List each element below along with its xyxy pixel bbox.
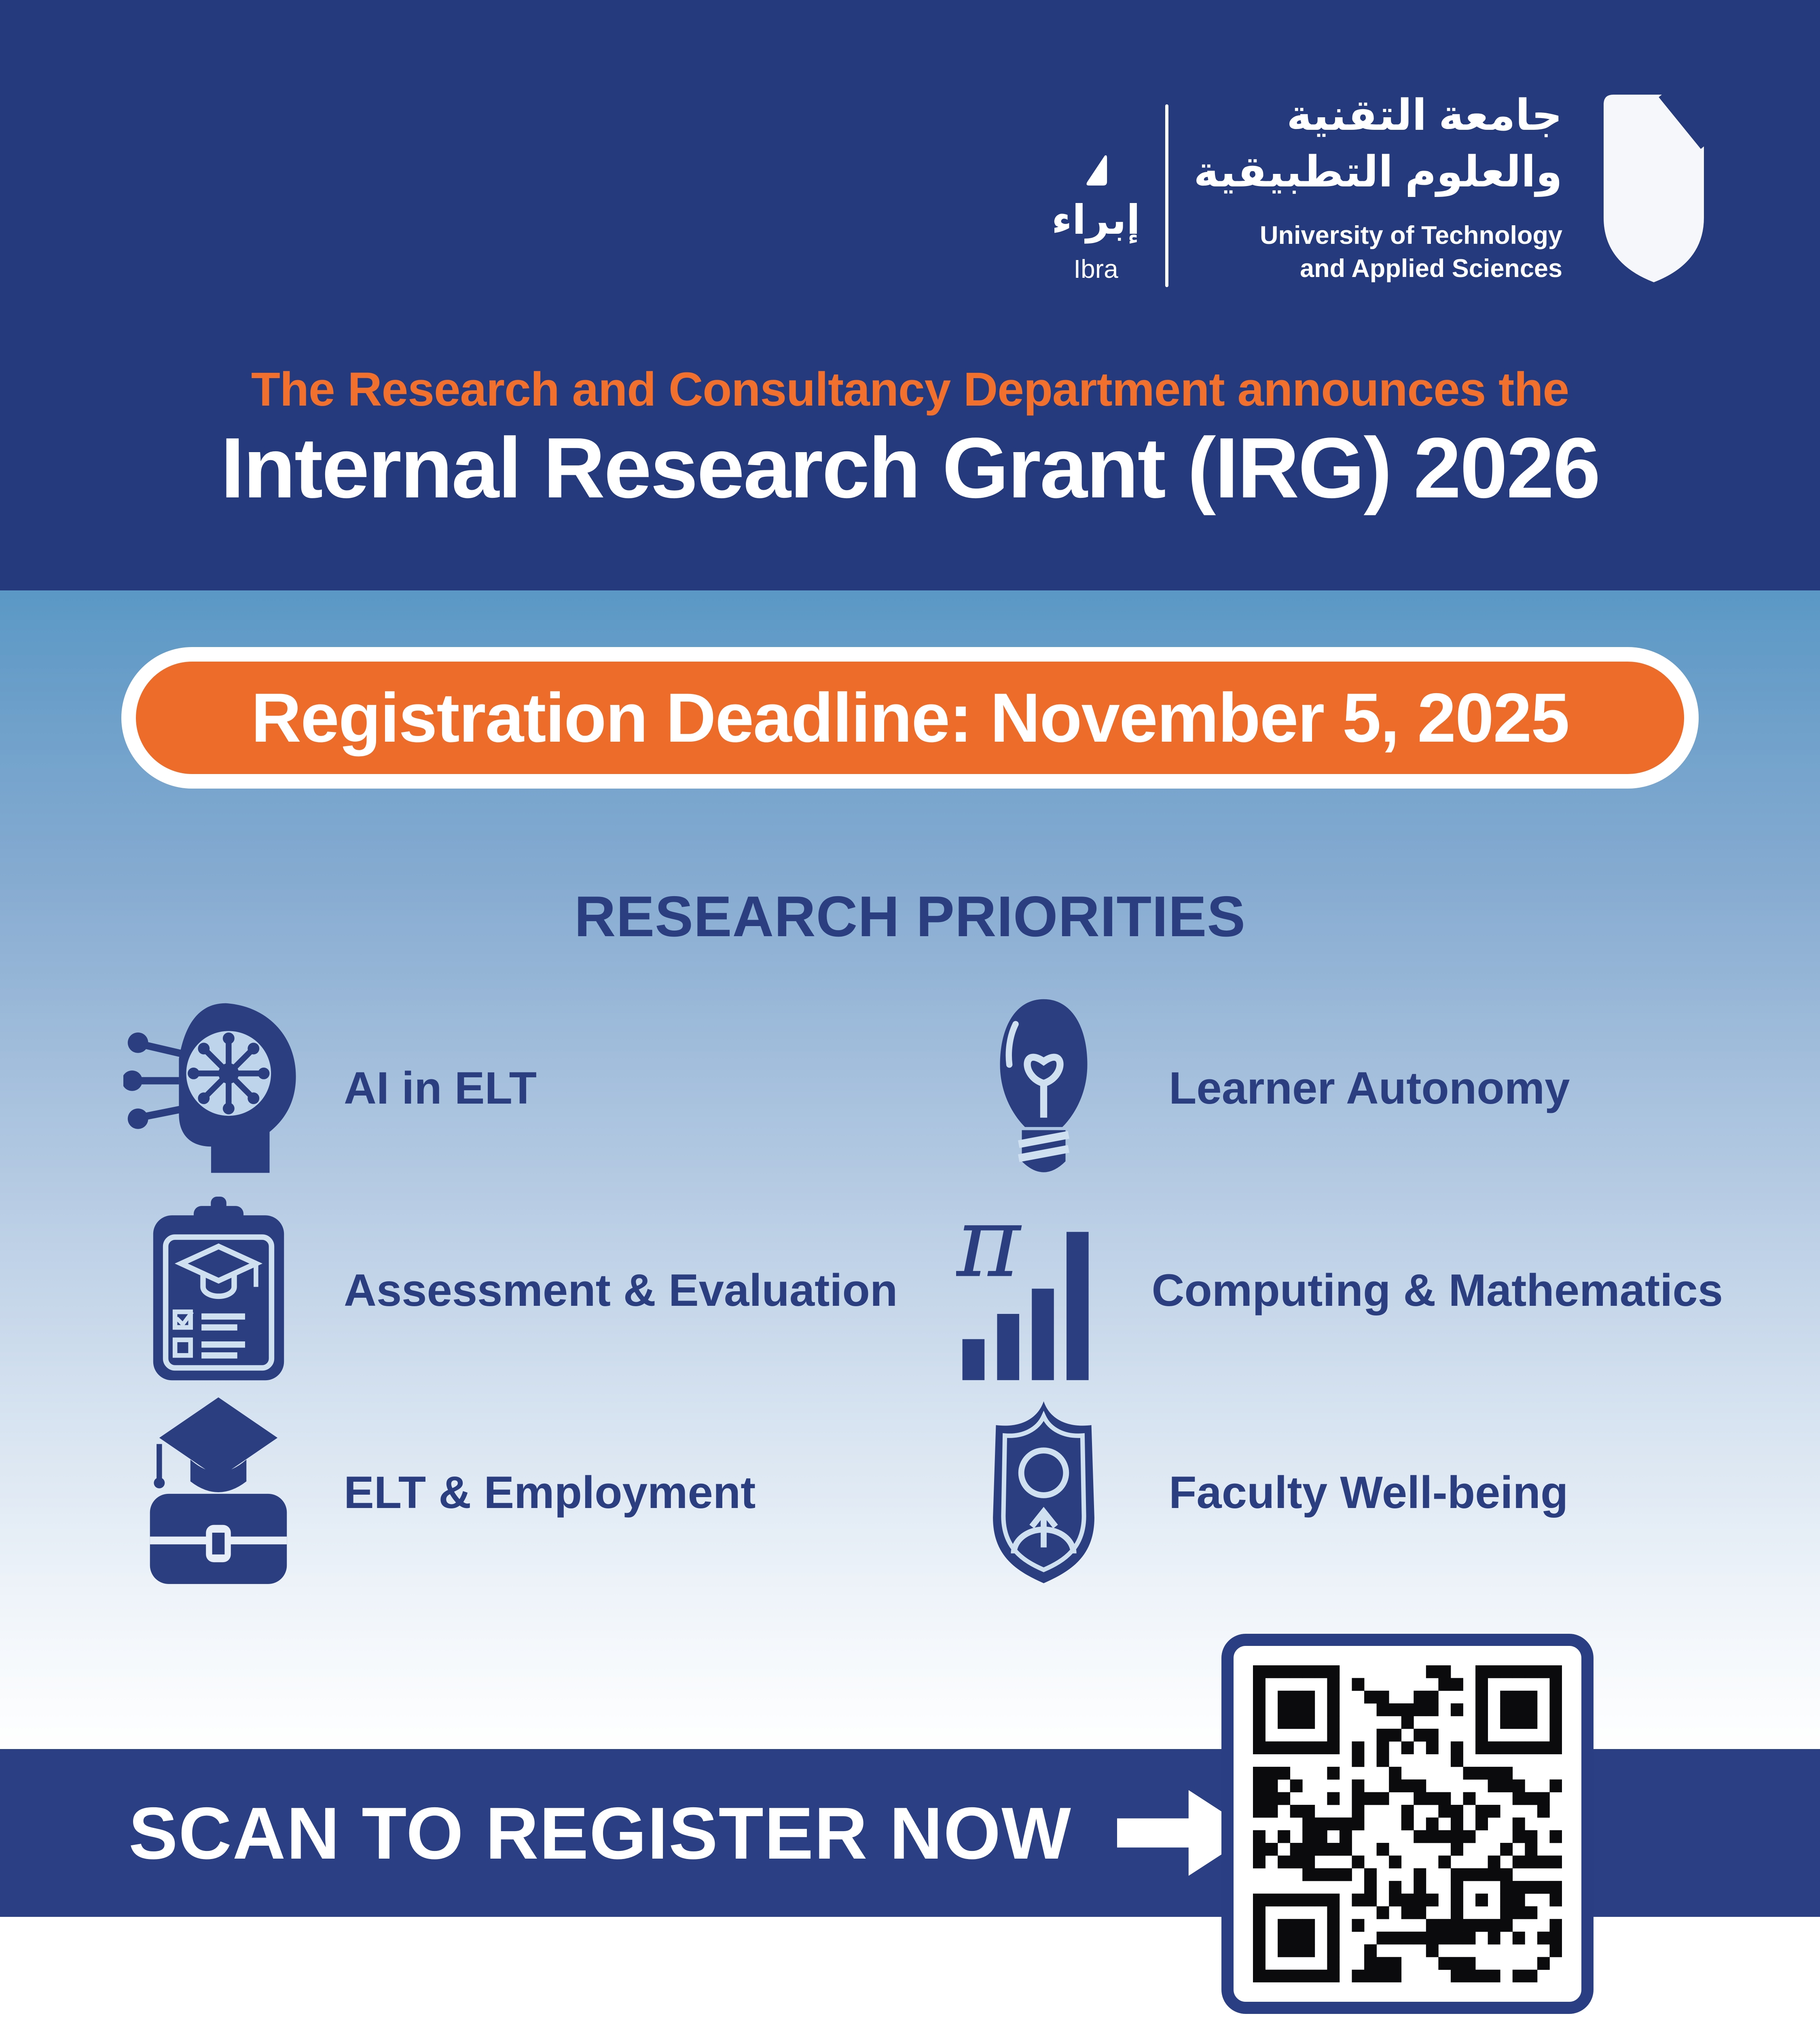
university-name-arabic-line2: والعلوم التطبيقية xyxy=(1194,148,1562,196)
announcement-line: The Research and Consultancy Department … xyxy=(251,363,1569,416)
lightbulb-icon xyxy=(1000,999,1087,1172)
priority-item-learner-autonomy: Learner Autonomy xyxy=(946,987,1723,1189)
priority-label: Computing & Mathematics xyxy=(1151,1265,1723,1316)
research-priorities-heading: RESEARCH PRIORITIES xyxy=(574,884,1246,949)
priority-label: AI in ELT xyxy=(344,1062,537,1113)
qr-code[interactable] xyxy=(1221,1634,1594,2014)
branch-block: إبراء Ibra xyxy=(1052,154,1140,287)
registration-deadline-badge: Registration Deadline: November 5, 2025 xyxy=(121,647,1699,789)
ai-head-icon xyxy=(123,1003,296,1173)
priority-label: Faculty Well-being xyxy=(1169,1467,1568,1518)
deadline-text: Registration Deadline: November 5, 2025 xyxy=(251,679,1570,757)
svg-text:π: π xyxy=(956,1200,1022,1299)
priority-label: Assessment & Evaluation xyxy=(344,1265,898,1316)
priorities-grid: AI in ELT Learner Autonomy xyxy=(121,987,1723,1593)
university-logo-lockup: إبراء Ibra جامعة التقنية والعلوم التطبيق… xyxy=(1052,83,1717,287)
header-band: إبراء Ibra جامعة التقنية والعلوم التطبيق… xyxy=(0,0,1820,590)
ibra-mark-icon xyxy=(1086,155,1107,186)
priority-label: Learner Autonomy xyxy=(1169,1062,1570,1113)
qr-code-pattern xyxy=(1253,1665,1562,1983)
priority-item-computing-mathematics: π Computing & Mathematics xyxy=(946,1189,1723,1391)
clipboard-graduation-icon xyxy=(153,1197,284,1381)
university-name-english-line1: University of Technology xyxy=(1260,221,1562,250)
priority-label: ELT & Employment xyxy=(344,1467,756,1518)
university-name-english-line2: and Applied Sciences xyxy=(1300,254,1562,283)
branch-name-arabic: إبراء xyxy=(1051,197,1141,243)
graduation-briefcase-icon xyxy=(150,1397,287,1584)
shield-person-icon xyxy=(993,1401,1094,1583)
branch-name-english: Ibra xyxy=(1073,254,1118,283)
priority-item-faculty-wellbeing: Faculty Well-being xyxy=(946,1391,1723,1593)
poster-title: Internal Research Grant (IRG) 2026 xyxy=(220,420,1600,516)
priority-item-ai-in-elt: AI in ELT xyxy=(121,987,946,1189)
priority-item-elt-employment: ELT & Employment xyxy=(121,1391,946,1593)
utas-shield-logo-icon xyxy=(1604,92,1707,282)
university-names: جامعة التقنية والعلوم التطبيقية Universi… xyxy=(1194,87,1562,287)
priority-item-assessment-evaluation: Assessment & Evaluation xyxy=(121,1189,946,1391)
scan-to-register-text: SCAN TO REGISTER NOW xyxy=(129,1791,1072,1874)
pi-bar-chart-icon: π xyxy=(956,1200,1089,1380)
university-name-arabic-line1: جامعة التقنية xyxy=(1287,91,1562,139)
logo-divider xyxy=(1165,104,1169,287)
